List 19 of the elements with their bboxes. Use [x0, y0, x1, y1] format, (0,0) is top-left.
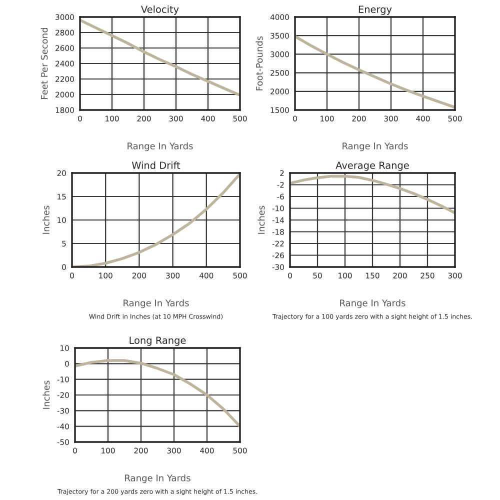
x-axis-title: Range In Yards — [342, 142, 408, 152]
x-axis-title: Range In Yards — [124, 299, 189, 308]
x-axis-title: Range In Yards — [340, 299, 406, 308]
line-series — [75, 359, 240, 428]
chart-title: Average Range — [336, 162, 409, 171]
y-axis-title: Feet Per Second — [40, 28, 48, 99]
chart-title: Velocity — [141, 5, 179, 15]
y-axis-title: Inches — [42, 380, 50, 409]
y-axis-title: Foot-Pounds — [256, 36, 263, 90]
chart-title: Long Range — [130, 336, 186, 346]
x-axis-title: Range In Yards — [125, 474, 190, 484]
chart-title: Energy — [358, 6, 392, 15]
chart-title: Wind Drift — [132, 161, 180, 169]
y-axis-title: Inches — [42, 206, 50, 234]
x-axis-title: Range In Yards — [128, 142, 193, 152]
y-axis-title: Inches — [258, 206, 265, 234]
line-series — [80, 18, 240, 97]
line-series — [72, 173, 240, 267]
line-series — [290, 174, 455, 214]
